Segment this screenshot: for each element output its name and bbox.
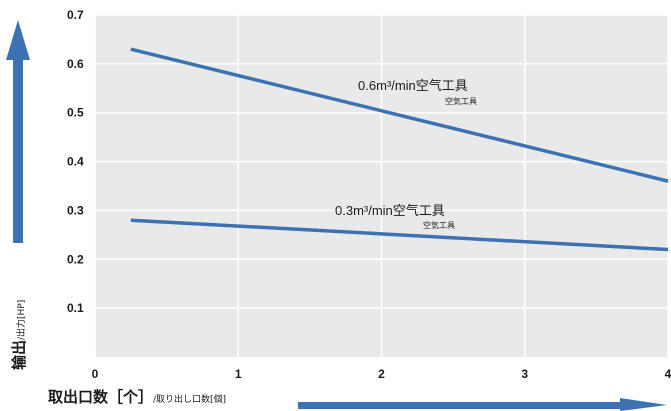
series-line: [130, 47, 669, 183]
grid: [94, 14, 669, 357]
y-tick-label: 0.7: [67, 8, 84, 22]
series-label: 0.6m³/min空气工具: [358, 78, 468, 93]
x-tick-label: 0: [92, 367, 99, 381]
series-lines: [130, 47, 669, 252]
y-axis-label: 输出/出力[HP]: [8, 300, 29, 370]
y-axis-label-main: 输出: [10, 339, 28, 370]
y-tick-label: 0.6: [67, 57, 84, 71]
x-arrow-head: [620, 398, 667, 411]
series-label: 0.3m³/min空气工具: [335, 203, 445, 218]
y-arrow-head: [6, 20, 30, 60]
series-sub-label: 空気工具: [423, 220, 455, 230]
x-arrow-shaft: [298, 402, 624, 409]
y-tick-label: 0.5: [67, 106, 84, 120]
y-axis-label-sub: /出力[HP]: [17, 299, 27, 340]
y-tick-label: 0.3: [67, 203, 84, 217]
y-tick-label: 0.1: [67, 301, 84, 315]
x-tick-label: 3: [521, 367, 528, 381]
y-arrow-shaft: [13, 58, 23, 243]
x-tick-label: 1: [235, 367, 242, 381]
y-tick-label: 0.2: [67, 252, 84, 266]
x-axis-ticks: 0 1 2 3 4: [92, 367, 671, 381]
series-line: [130, 218, 669, 252]
axis-arrows: [6, 20, 667, 411]
x-axis-label: 取出口数［个］/取り出し口数[個]: [48, 386, 226, 407]
x-tick-label: 4: [665, 367, 671, 381]
y-axis-ticks: 0.1 0.2 0.3 0.4 0.5 0.6 0.7: [67, 8, 84, 315]
x-axis-label-main: 取出口数［个］: [48, 388, 154, 406]
x-tick-label: 2: [378, 367, 385, 381]
x-axis-label-sub: /取り出し口数[個]: [153, 395, 227, 405]
series-sub-label: 空気工具: [445, 96, 477, 106]
y-tick-label: 0.4: [67, 155, 84, 169]
